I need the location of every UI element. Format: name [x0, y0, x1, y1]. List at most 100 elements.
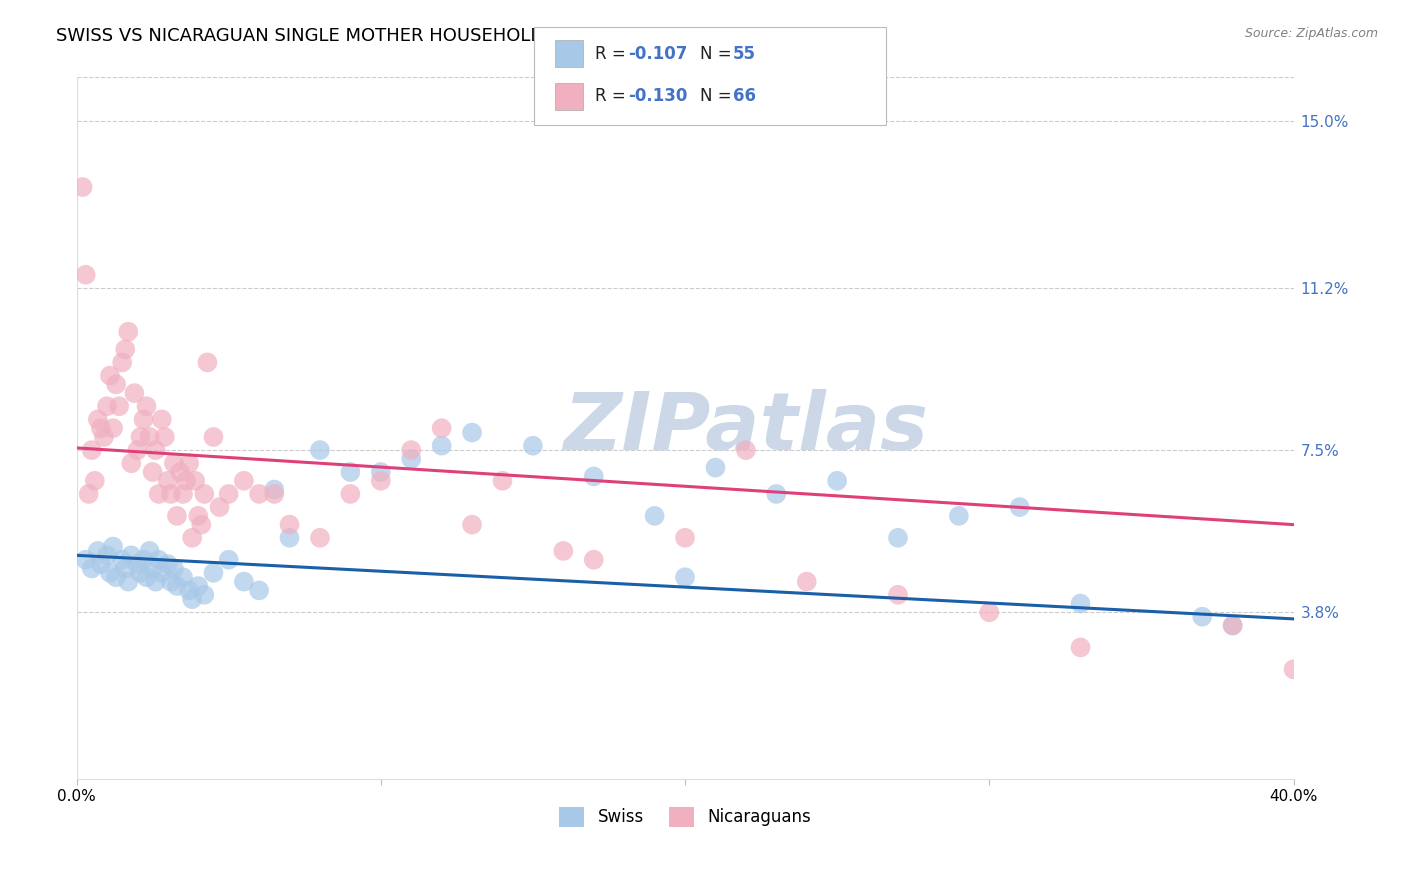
Point — [644, 508, 666, 523]
Point — [765, 487, 787, 501]
Point — [142, 465, 165, 479]
Point — [370, 474, 392, 488]
Point — [93, 430, 115, 444]
Point — [1282, 662, 1305, 676]
Point — [160, 487, 183, 501]
Point — [77, 487, 100, 501]
Point — [582, 552, 605, 566]
Point — [98, 368, 121, 383]
Point — [522, 439, 544, 453]
Point — [120, 549, 142, 563]
Point — [263, 483, 285, 497]
Point — [948, 508, 970, 523]
Point — [704, 460, 727, 475]
Point — [145, 443, 167, 458]
Point — [129, 430, 152, 444]
Point — [1191, 609, 1213, 624]
Point — [339, 465, 361, 479]
Point — [150, 412, 173, 426]
Point — [247, 583, 270, 598]
Point — [202, 430, 225, 444]
Legend: Swiss, Nicaraguans: Swiss, Nicaraguans — [553, 800, 817, 834]
Text: -0.107: -0.107 — [628, 45, 688, 62]
Point — [181, 592, 204, 607]
Point — [174, 474, 197, 488]
Text: 66: 66 — [733, 87, 755, 105]
Point — [193, 487, 215, 501]
Point — [148, 487, 170, 501]
Point — [160, 574, 183, 589]
Text: SWISS VS NICARAGUAN SINGLE MOTHER HOUSEHOLDS CORRELATION CHART: SWISS VS NICARAGUAN SINGLE MOTHER HOUSEH… — [56, 27, 756, 45]
Text: N =: N = — [700, 45, 737, 62]
Text: R =: R = — [595, 45, 631, 62]
Point — [72, 180, 94, 194]
Point — [370, 465, 392, 479]
Point — [114, 343, 136, 357]
Point — [105, 570, 128, 584]
Point — [138, 544, 160, 558]
Point — [263, 487, 285, 501]
Point — [673, 531, 696, 545]
Point — [218, 487, 240, 501]
Point — [90, 421, 112, 435]
Point — [169, 465, 191, 479]
Point — [117, 325, 139, 339]
Point — [430, 421, 453, 435]
Point — [117, 574, 139, 589]
Point — [887, 531, 910, 545]
Point — [734, 443, 756, 458]
Text: Source: ZipAtlas.com: Source: ZipAtlas.com — [1244, 27, 1378, 40]
Point — [101, 540, 124, 554]
Text: 55: 55 — [733, 45, 755, 62]
Point — [491, 474, 513, 488]
Point — [135, 570, 157, 584]
Point — [553, 544, 575, 558]
Point — [461, 425, 484, 440]
Point — [83, 474, 105, 488]
Point — [202, 566, 225, 580]
Point — [172, 570, 194, 584]
Point — [673, 570, 696, 584]
Text: N =: N = — [700, 87, 737, 105]
Point — [129, 566, 152, 580]
Point — [232, 474, 254, 488]
Point — [825, 474, 848, 488]
Point — [108, 399, 131, 413]
Text: -0.130: -0.130 — [628, 87, 688, 105]
Point — [399, 443, 422, 458]
Point — [193, 588, 215, 602]
Point — [75, 268, 97, 282]
Point — [208, 500, 231, 514]
Point — [156, 557, 179, 571]
Point — [166, 508, 188, 523]
Point — [1222, 618, 1244, 632]
Point — [179, 456, 201, 470]
Point — [1070, 597, 1092, 611]
Point — [87, 412, 110, 426]
Point — [87, 544, 110, 558]
Point — [96, 549, 118, 563]
Point — [218, 552, 240, 566]
Point — [138, 430, 160, 444]
Point — [96, 399, 118, 413]
Point — [163, 561, 186, 575]
Point — [461, 517, 484, 532]
Point — [124, 386, 146, 401]
Point — [309, 443, 332, 458]
Point — [796, 574, 818, 589]
Point — [90, 557, 112, 571]
Point — [80, 443, 103, 458]
Text: ZIPatlas: ZIPatlas — [564, 389, 928, 467]
Point — [127, 443, 149, 458]
Point — [195, 355, 218, 369]
Point — [399, 451, 422, 466]
Point — [114, 561, 136, 575]
Point — [1222, 618, 1244, 632]
Point — [153, 430, 176, 444]
Point — [190, 517, 212, 532]
Point — [582, 469, 605, 483]
Text: R =: R = — [595, 87, 631, 105]
Point — [135, 399, 157, 413]
Point — [98, 566, 121, 580]
Point — [166, 579, 188, 593]
